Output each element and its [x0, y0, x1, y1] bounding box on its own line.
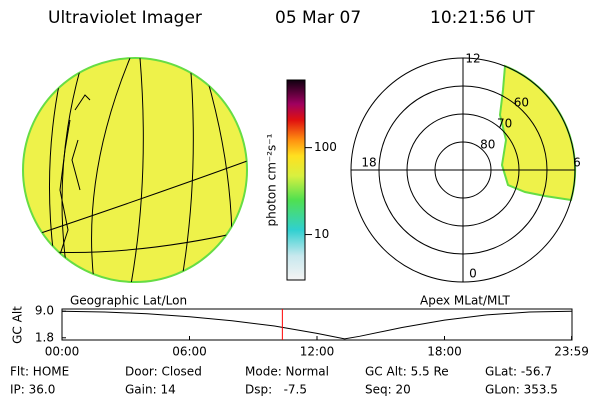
- info-field: Mode: Normal: [245, 365, 329, 379]
- y-tick-label: 1.8: [35, 330, 54, 344]
- info-field: GLon: 353.5: [485, 383, 558, 397]
- info-field: IP: 36.0: [10, 383, 55, 397]
- y-tick-label: 9.0: [35, 304, 54, 318]
- mlt-label: 0: [469, 267, 477, 281]
- altitude-line: [61, 310, 572, 340]
- title: Ultraviolet Imager: [48, 8, 202, 28]
- ring-label: 70: [497, 117, 512, 131]
- tick-label: 10: [314, 227, 329, 241]
- colorbar: [286, 79, 306, 281]
- x-tick-label: 23:59: [554, 345, 589, 359]
- info-field: Gain: 14: [125, 383, 176, 397]
- timeline-ylabel: GC Alt: [11, 306, 25, 344]
- x-tick-label: 18:00: [427, 345, 462, 359]
- info-field: GC Alt: 5.5 Re: [365, 365, 449, 379]
- info-field: GLat: -56.7: [485, 365, 552, 379]
- info-field: Dsp: -7.5: [245, 383, 307, 397]
- info-field: Flt: HOME: [10, 365, 69, 379]
- panel-label: Apex MLat/MLT: [420, 294, 510, 308]
- x-tick-label: 06:00: [172, 345, 207, 359]
- globe: [22, 57, 248, 283]
- info-field: Seq: 20: [365, 383, 411, 397]
- x-tick-label: 00:00: [45, 345, 80, 359]
- x-tick-label: 12:00: [300, 345, 335, 359]
- mlt-label: 18: [361, 156, 376, 170]
- date: 05 Mar 07: [275, 8, 361, 28]
- mlt-label: 6: [573, 156, 581, 170]
- panel-label: Geographic Lat/Lon: [70, 294, 187, 308]
- info-field: Door: Closed: [125, 365, 202, 379]
- tick-label: 100: [314, 140, 337, 154]
- mlt-label: 12: [465, 52, 480, 66]
- time: 10:21:56 UT: [430, 8, 535, 28]
- ring-label: 80: [480, 138, 495, 152]
- ring-label: 60: [514, 96, 529, 110]
- colorbar-label: photon cm⁻²s⁻¹: [265, 133, 279, 226]
